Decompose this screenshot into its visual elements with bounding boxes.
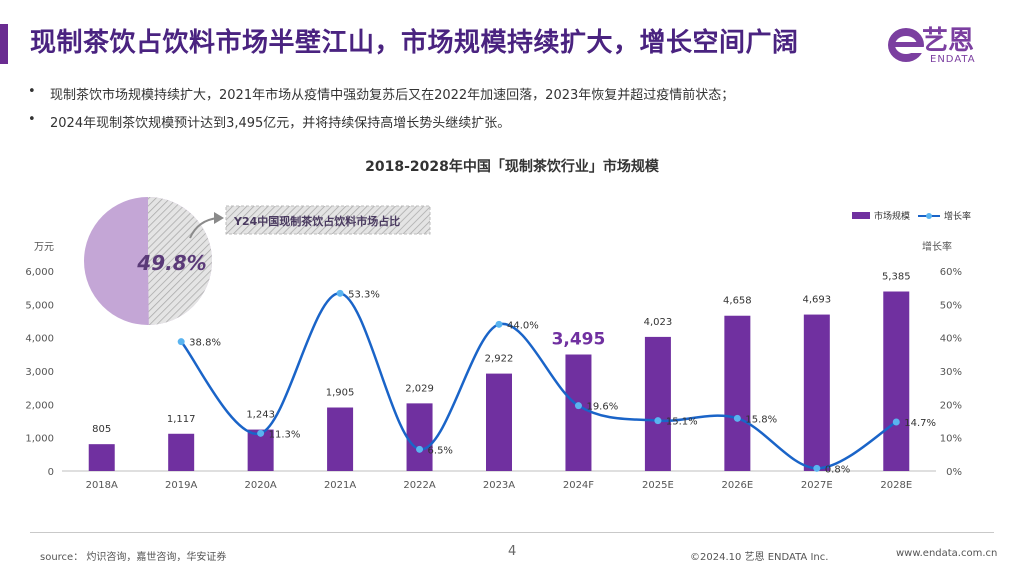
right-axis-unit: 增长率 <box>922 240 952 253</box>
growth-rate-label: 19.6% <box>586 402 618 413</box>
x-axis-tick: 2024F <box>563 480 594 491</box>
footer-divider <box>30 532 994 533</box>
bar-value-label: 3,495 <box>552 330 606 350</box>
right-axis-tick: 40% <box>940 334 962 345</box>
bar-2026E <box>724 315 751 471</box>
footer-source: source： 灼识咨询，嘉世咨询，华安证券 <box>40 552 227 563</box>
summary-bullets: 现制茶饮市场规模持续扩大，2021年市场从疫情中强劲复苏后又在2022年加速回落… <box>28 84 734 140</box>
share-pie-value: 49.8% <box>136 251 206 275</box>
right-axis-tick: 20% <box>940 400 962 411</box>
growth-rate-point <box>177 338 185 346</box>
logo-brand-text: 艺恩 <box>922 26 975 56</box>
left-axis-tick: 2,000 <box>25 400 54 411</box>
right-axis-tick: 60% <box>940 267 962 278</box>
growth-rate-point <box>257 429 265 437</box>
growth-rate-label: 14.7% <box>904 418 936 429</box>
left-axis-tick: 6,000 <box>25 267 54 278</box>
right-axis-tick: 50% <box>940 300 962 311</box>
x-axis-tick: 2028E <box>880 480 912 491</box>
growth-rate-point <box>813 464 821 472</box>
growth-rate-label: 53.3% <box>348 289 380 300</box>
right-axis-tick: 10% <box>940 434 962 445</box>
bar-value-label: 1,117 <box>167 414 196 425</box>
bar-value-label: 2,922 <box>485 354 514 365</box>
bar-value-label: 805 <box>92 424 111 435</box>
growth-rate-label: 44.0% <box>507 320 539 331</box>
bar-2023A <box>486 373 512 471</box>
growth-rate-label: 0.8% <box>825 464 850 475</box>
legend-line-label: 增长率 <box>944 210 971 222</box>
growth-rate-label: 11.3% <box>269 429 301 440</box>
bar-2021A <box>327 407 354 471</box>
chart-title: 2018-2028年中国「现制茶饮行业」市场规模 <box>365 159 659 175</box>
callout-label: Y24中国现制茶饮占饮料市场占比 <box>233 214 400 228</box>
bar-value-label: 1,905 <box>326 388 355 399</box>
x-axis-tick: 2026E <box>721 480 753 491</box>
growth-rate-point <box>892 418 900 426</box>
right-axis-tick: 0% <box>946 467 962 478</box>
bar-value-label: 4,023 <box>644 317 673 328</box>
page-title: 现制茶饮占饮料市场半壁江山，市场规模持续扩大，增长空间广阔 <box>30 28 799 58</box>
callout-label-box <box>225 205 431 235</box>
left-axis-tick: 1,000 <box>25 434 54 445</box>
x-axis-tick: 2023A <box>483 480 515 491</box>
growth-rate-label: 6.5% <box>428 445 453 456</box>
bar-value-label: 4,693 <box>802 295 831 306</box>
right-axis-tick: 30% <box>940 367 962 378</box>
growth-rate-label: 15.1% <box>666 417 698 428</box>
x-axis-tick: 2021A <box>324 480 356 491</box>
left-axis-tick: 5,000 <box>25 300 54 311</box>
growth-rate-point <box>733 414 741 422</box>
x-axis-tick: 2019A <box>165 480 197 491</box>
bar-value-label: 1,243 <box>246 410 275 421</box>
footer-copyright: ©2024.10 艺恩 ENDATA Inc. <box>690 552 829 563</box>
logo-sub-text: ENDATA <box>930 54 976 65</box>
growth-rate-point <box>495 320 503 328</box>
bullet-item: 现制茶饮市场规模持续扩大，2021年市场从疫情中强劲复苏后又在2022年加速回落… <box>28 84 734 103</box>
bar-2019A <box>168 433 195 471</box>
bar-2028E <box>883 291 910 471</box>
growth-rate-point <box>654 417 662 425</box>
bullet-item: 2024年现制茶饮规模预计达到3,495亿元，并将持续保持高增长势头继续扩张。 <box>28 112 734 131</box>
x-axis-tick: 2018A <box>86 480 118 491</box>
bar-2027E <box>803 314 830 471</box>
bar-value-label: 2,029 <box>405 383 434 394</box>
bar-2022A <box>406 403 433 471</box>
bar-2025E <box>644 336 671 471</box>
growth-rate-point <box>336 289 344 297</box>
left-axis-tick: 0 <box>48 467 54 478</box>
logo-e-icon <box>888 28 926 62</box>
bar-value-label: 4,658 <box>723 296 752 307</box>
growth-rate-point <box>574 402 582 410</box>
left-axis-unit: 万元 <box>34 242 54 253</box>
x-axis-tick: 2025E <box>642 480 674 491</box>
bar-value-label: 5,385 <box>882 272 911 283</box>
legend-line-marker <box>926 213 932 219</box>
callout-arrow-head-icon <box>214 212 224 224</box>
legend-bar-label: 市场规模 <box>874 210 910 222</box>
left-axis-tick: 3,000 <box>25 367 54 378</box>
page-number: 4 <box>508 544 517 559</box>
bar-2024F <box>565 354 592 471</box>
x-axis-tick: 2027E <box>801 480 833 491</box>
left-axis-tick: 4,000 <box>25 334 54 345</box>
growth-rate-label: 38.8% <box>189 338 221 349</box>
bar-2018A <box>88 444 115 471</box>
endata-logo: 艺恩 ENDATA <box>886 18 996 72</box>
x-axis-tick: 2020A <box>244 480 276 491</box>
growth-rate-point <box>416 445 424 453</box>
growth-rate-label: 15.8% <box>745 414 777 425</box>
footer-url: www.endata.com.cn <box>896 548 998 559</box>
x-axis-tick: 2022A <box>403 480 435 491</box>
legend-bar-swatch <box>852 212 870 219</box>
title-accent-bar <box>0 24 8 64</box>
